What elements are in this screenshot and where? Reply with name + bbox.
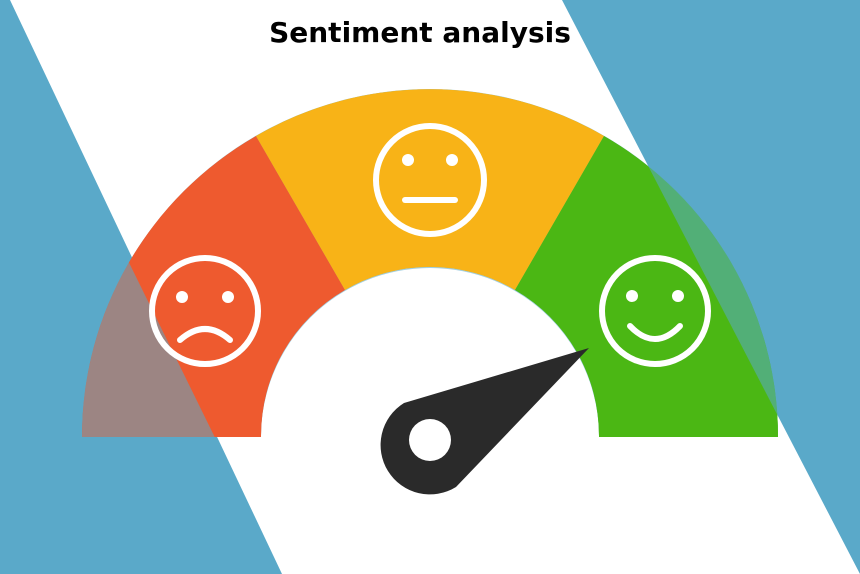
sad-face-icon [149, 255, 261, 367]
neutral-face-icon [373, 123, 487, 237]
happy-face-icon [599, 255, 711, 367]
needle-hub [409, 419, 451, 461]
page-title: Sentiment analysis [269, 16, 571, 49]
gauge-needle [380, 348, 589, 495]
